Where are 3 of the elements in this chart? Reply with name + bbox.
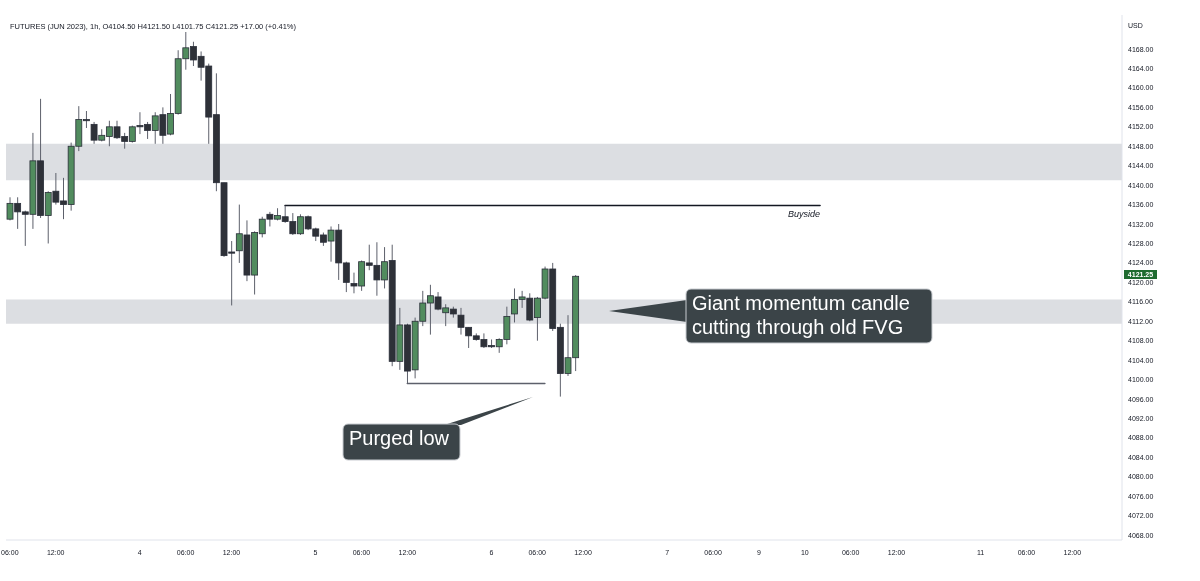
series-label: Buyside	[788, 208, 821, 219]
annotation: Giant momentum candle cutting through old FVG	[686, 289, 932, 343]
annotation: Purged low	[343, 424, 460, 460]
